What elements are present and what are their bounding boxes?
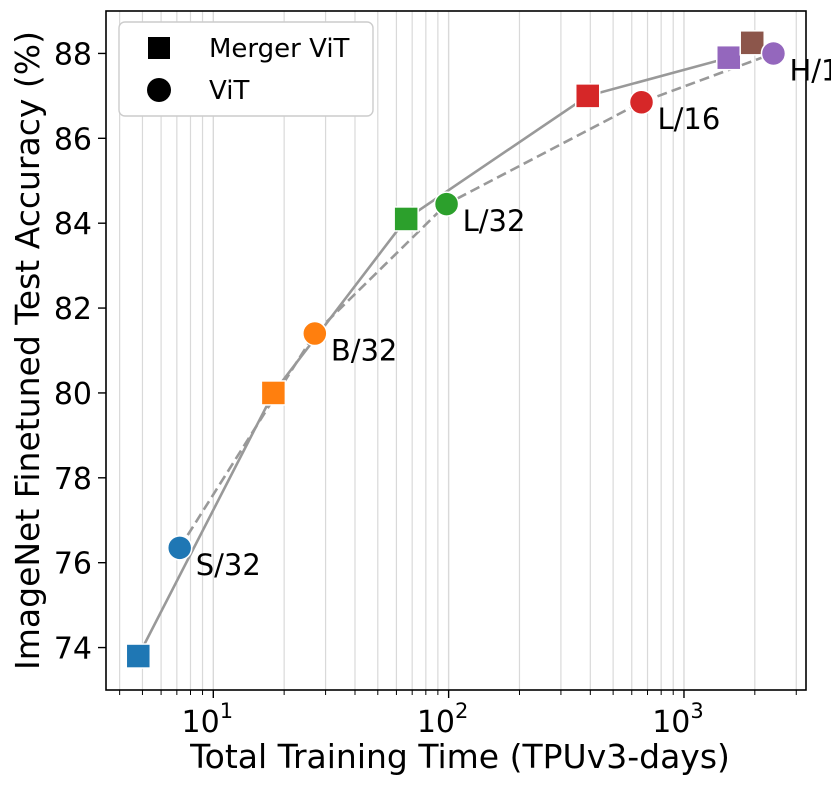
legend-circle-icon — [147, 78, 171, 102]
y-tick-label: 76 — [54, 547, 92, 582]
merger-vit-square-marker — [574, 83, 601, 109]
legend-box — [118, 21, 374, 117]
x-tick-label: 101 — [182, 699, 234, 740]
merger-vit-square-marker — [125, 643, 152, 669]
y-axis-label: ImageNet Finetuned Test Accuracy (%) — [8, 31, 47, 670]
x-gridlines — [119, 11, 797, 690]
merger-vit-square-marker — [716, 44, 742, 71]
y-tick-label: 86 — [54, 122, 92, 157]
point-label: L/16 — [658, 102, 721, 136]
x-tick-label: 102 — [417, 699, 469, 740]
data-markers — [125, 30, 787, 669]
legend-label: Merger ViT — [209, 34, 350, 64]
plot-area-frame — [105, 10, 807, 691]
legend: Merger ViT ViT — [118, 21, 374, 117]
legend-label: ViT — [209, 76, 249, 106]
x-tick-label: 103 — [652, 699, 704, 740]
y-tick-label: 82 — [54, 292, 92, 327]
axis-ticks: 101 102 103 74 76 78 80 82 84 86 88 — [54, 37, 797, 740]
vit-circle-marker — [166, 535, 193, 561]
merger-vit-square-marker — [393, 206, 419, 232]
point-label: B/32 — [331, 334, 398, 368]
y-tick-label: 84 — [54, 207, 92, 242]
point-label: L/32 — [463, 204, 526, 238]
vit-circle-marker — [302, 320, 328, 347]
y-tick-label: 74 — [54, 632, 92, 667]
vit-circle-marker — [628, 89, 655, 115]
x-axis-label: Total Training Time (TPUv3-days) — [189, 737, 730, 776]
y-tick-label: 80 — [54, 377, 92, 412]
vit-circle-marker — [433, 191, 460, 217]
y-tick-label: 88 — [54, 37, 92, 72]
y-tick-label: 78 — [54, 462, 92, 497]
vit-circle-marker — [760, 40, 787, 67]
legend-square-icon — [148, 37, 170, 59]
point-label: H/14 — [789, 53, 831, 87]
point-label: S/32 — [196, 548, 261, 582]
merger-vit-square-marker — [260, 380, 287, 406]
merger-vit-square-marker — [739, 30, 765, 56]
point-labels: S/32 B/32 L/32 L/16 H/14 — [196, 53, 831, 581]
